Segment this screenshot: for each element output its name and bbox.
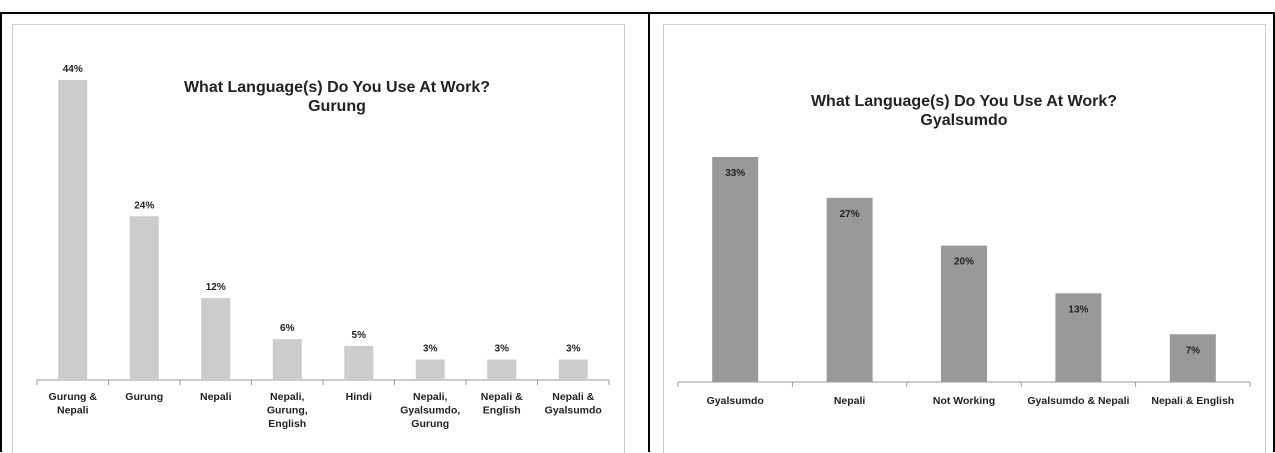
bar xyxy=(487,359,517,380)
x-tick-label: Gurung xyxy=(125,391,163,403)
x-tick-label: Nepali & English xyxy=(481,391,523,417)
bar-data-label: 20% xyxy=(954,257,974,268)
bar xyxy=(1055,293,1102,382)
chart-title-gurung: What Language(s) Do You Use At Work? xyxy=(184,79,490,96)
bar-data-label: 3% xyxy=(495,344,510,355)
table-border-middle xyxy=(648,12,650,452)
chart-panel-gurung xyxy=(12,24,625,453)
bar xyxy=(1169,334,1216,382)
bar-data-label: 7% xyxy=(1186,345,1201,356)
bar xyxy=(558,359,588,380)
bar-data-label: 6% xyxy=(280,323,295,334)
bar xyxy=(712,156,759,382)
bar xyxy=(201,298,231,380)
bar-data-label: 44% xyxy=(63,64,83,75)
table-border-right xyxy=(1273,12,1275,452)
bar-data-label: 24% xyxy=(134,200,154,211)
x-tick-label: Gurung & Nepali xyxy=(49,391,98,417)
bar xyxy=(941,245,987,382)
chart-subtitle-gyalsumdo: Gyalsumdo xyxy=(920,112,1007,129)
chart-title-gyalsumdo: What Language(s) Do You Use At Work? xyxy=(811,93,1117,110)
bar xyxy=(826,197,873,382)
bar-data-label: 33% xyxy=(725,168,745,179)
x-tick-label: Gyalsumdo xyxy=(707,395,764,407)
x-tick-label: Hindi xyxy=(346,391,372,403)
bar-data-label: 5% xyxy=(352,330,367,341)
bar-data-label: 27% xyxy=(840,209,860,220)
x-tick-label: Not Working xyxy=(933,395,995,407)
x-tick-label: Nepali, Gyalsumdo, Gurung xyxy=(400,391,460,430)
chart-subtitle-gurung: Gurung xyxy=(308,98,366,115)
bar-data-label: 13% xyxy=(1068,304,1088,315)
bar xyxy=(129,216,159,380)
x-tick-label: Nepali xyxy=(200,391,232,403)
table-border-top xyxy=(0,12,1275,14)
x-tick-label: Nepali, Gurung, English xyxy=(267,391,308,430)
bar xyxy=(58,79,88,381)
x-tick-label: Nepali & Gyalsumdo xyxy=(545,391,602,417)
x-tick-label: Gyalsumdo & Nepali xyxy=(1027,395,1129,407)
x-tick-label: Nepali & English xyxy=(1151,395,1234,407)
x-tick-label: Nepali xyxy=(834,395,866,407)
bar xyxy=(415,359,445,380)
bar xyxy=(272,339,302,380)
table-border-left xyxy=(0,12,2,452)
bar xyxy=(344,345,374,380)
bar-data-label: 12% xyxy=(206,282,226,293)
bar-data-label: 3% xyxy=(566,344,581,355)
bar-data-label: 3% xyxy=(423,344,438,355)
